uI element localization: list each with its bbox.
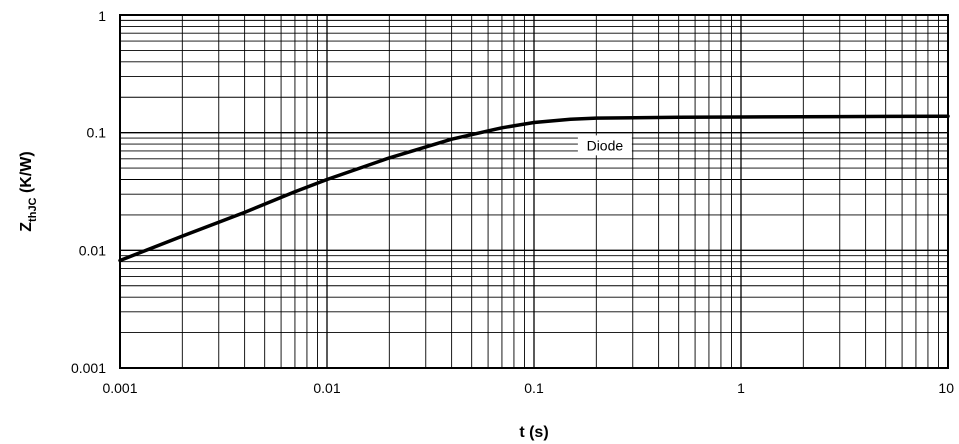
x-tick-label: 10	[938, 380, 954, 396]
y-axis-title: ZthJC (K/W)	[18, 151, 39, 231]
x-tick-label: 0.1	[524, 380, 544, 396]
x-axis-title: t (s)	[519, 424, 548, 441]
y-tick-labels: 0.001 0.01 0.1 1	[71, 8, 106, 376]
y-axis-title-main: Z	[18, 222, 35, 232]
x-tick-labels: 0.001 0.01 0.1 1 10	[102, 380, 954, 396]
series-line-diode	[118, 114, 950, 263]
annotation-layer: Diode	[577, 135, 632, 156]
x-tick-label: 0.01	[313, 380, 340, 396]
y-tick-label: 1	[98, 8, 106, 24]
x-tick-label: 0.001	[102, 380, 137, 396]
y-tick-label: 0.01	[79, 242, 106, 258]
x-tick-label: 1	[737, 380, 745, 396]
y-tick-label: 0.001	[71, 360, 106, 376]
y-tick-label: 0.1	[87, 125, 107, 141]
y-axis-title-unit: (K/W)	[18, 151, 35, 197]
annotation-label: Diode	[587, 137, 624, 153]
grid	[120, 15, 948, 368]
annotation-background	[577, 135, 632, 156]
series-layer	[118, 114, 950, 263]
y-axis-title-subscript: thJC	[27, 197, 39, 222]
plot-frame	[119, 14, 949, 369]
